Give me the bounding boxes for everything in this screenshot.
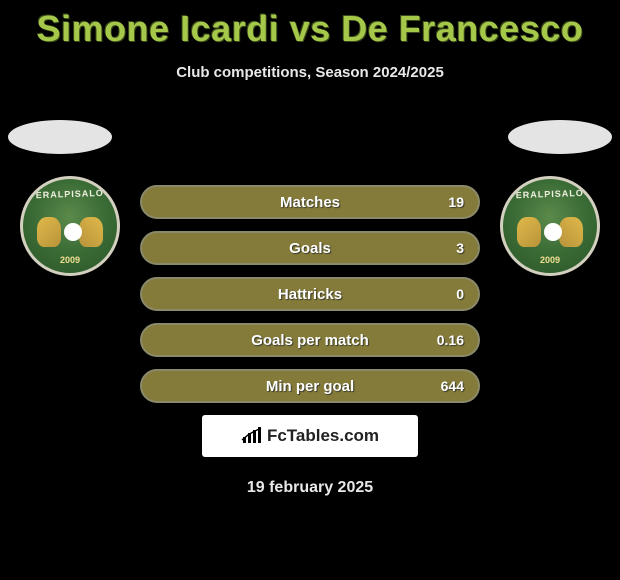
stat-label: Hattricks (278, 286, 342, 303)
stat-label: Goals per match (251, 332, 369, 349)
branding-text: FcTables.com (267, 426, 379, 446)
player-right-avatar-placeholder (508, 120, 612, 154)
stat-label: Goals (289, 240, 331, 257)
stat-label: Matches (280, 194, 340, 211)
club-badge-text: ERALPISALO (503, 187, 598, 212)
stat-row-matches: Matches 19 (140, 185, 480, 219)
lion-icon (37, 217, 61, 247)
stats-list: Matches 19 Goals 3 Hattricks 0 Goals per… (140, 185, 480, 403)
stat-row-goals: Goals 3 (140, 231, 480, 265)
stat-value-right: 644 (441, 378, 464, 394)
player-right-club-badge: ERALPISALO 2009 (500, 176, 600, 276)
stat-value-right: 3 (456, 240, 464, 256)
page-title: Simone Icardi vs De Francesco (0, 8, 620, 50)
lion-icon (559, 217, 583, 247)
lion-icon (79, 217, 103, 247)
club-badge-circle: ERALPISALO 2009 (20, 176, 120, 276)
stat-value-right: 0.16 (437, 332, 464, 348)
soccer-ball-icon (544, 223, 562, 241)
stat-value-right: 19 (448, 194, 464, 210)
soccer-ball-icon (64, 223, 82, 241)
branding-badge: FcTables.com (202, 415, 418, 457)
comparison-date: 19 february 2025 (0, 479, 620, 497)
comparison-card: Simone Icardi vs De Francesco Club compe… (0, 0, 620, 497)
stat-value-right: 0 (456, 286, 464, 302)
subtitle: Club competitions, Season 2024/2025 (0, 64, 620, 81)
player-left-avatar-placeholder (8, 120, 112, 154)
stat-row-goals-per-match: Goals per match 0.16 (140, 323, 480, 357)
club-badge-circle: ERALPISALO 2009 (500, 176, 600, 276)
club-badge-year: 2009 (23, 255, 117, 265)
stat-row-min-per-goal: Min per goal 644 (140, 369, 480, 403)
bar-chart-icon (241, 427, 263, 445)
player-left-club-badge: ERALPISALO 2009 (20, 176, 120, 276)
club-badge-year: 2009 (503, 255, 597, 265)
lion-icon (517, 217, 541, 247)
club-badge-text: ERALPISALO (23, 187, 118, 212)
stat-label: Min per goal (266, 378, 354, 395)
stat-row-hattricks: Hattricks 0 (140, 277, 480, 311)
